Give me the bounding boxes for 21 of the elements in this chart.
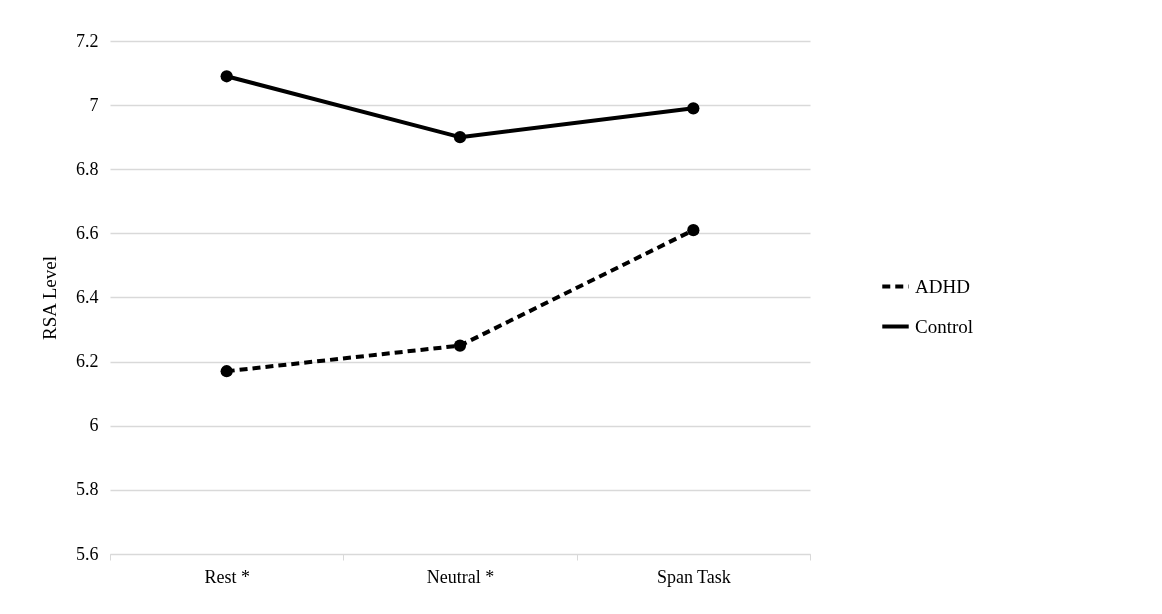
y-tick-label: 6.4 — [76, 287, 99, 307]
y-tick-label: 7 — [89, 94, 99, 115]
y-tick-label: 6.2 — [76, 351, 99, 372]
y-tick-label: 6.8 — [76, 158, 99, 179]
x-tick-label: Span Task — [656, 566, 731, 587]
x-tick-label: Rest * — [204, 566, 250, 587]
legend-label: Control — [915, 315, 974, 337]
point — [687, 224, 700, 237]
y-tick-label: 7.2 — [76, 30, 99, 51]
y-tick-label: 5.8 — [76, 479, 99, 500]
x-tick-label: Neutral * — [426, 566, 495, 587]
point — [220, 365, 233, 378]
y-tick-label: 6 — [89, 415, 99, 436]
y-tick-label: 5.6 — [76, 543, 99, 564]
point — [453, 131, 467, 144]
legend-label: ADHD — [915, 275, 970, 297]
point — [687, 102, 700, 115]
point — [220, 70, 233, 83]
point — [453, 339, 467, 352]
y-tick-label: 6.6 — [76, 222, 99, 243]
y-axis-title: RSA Level — [39, 256, 60, 340]
